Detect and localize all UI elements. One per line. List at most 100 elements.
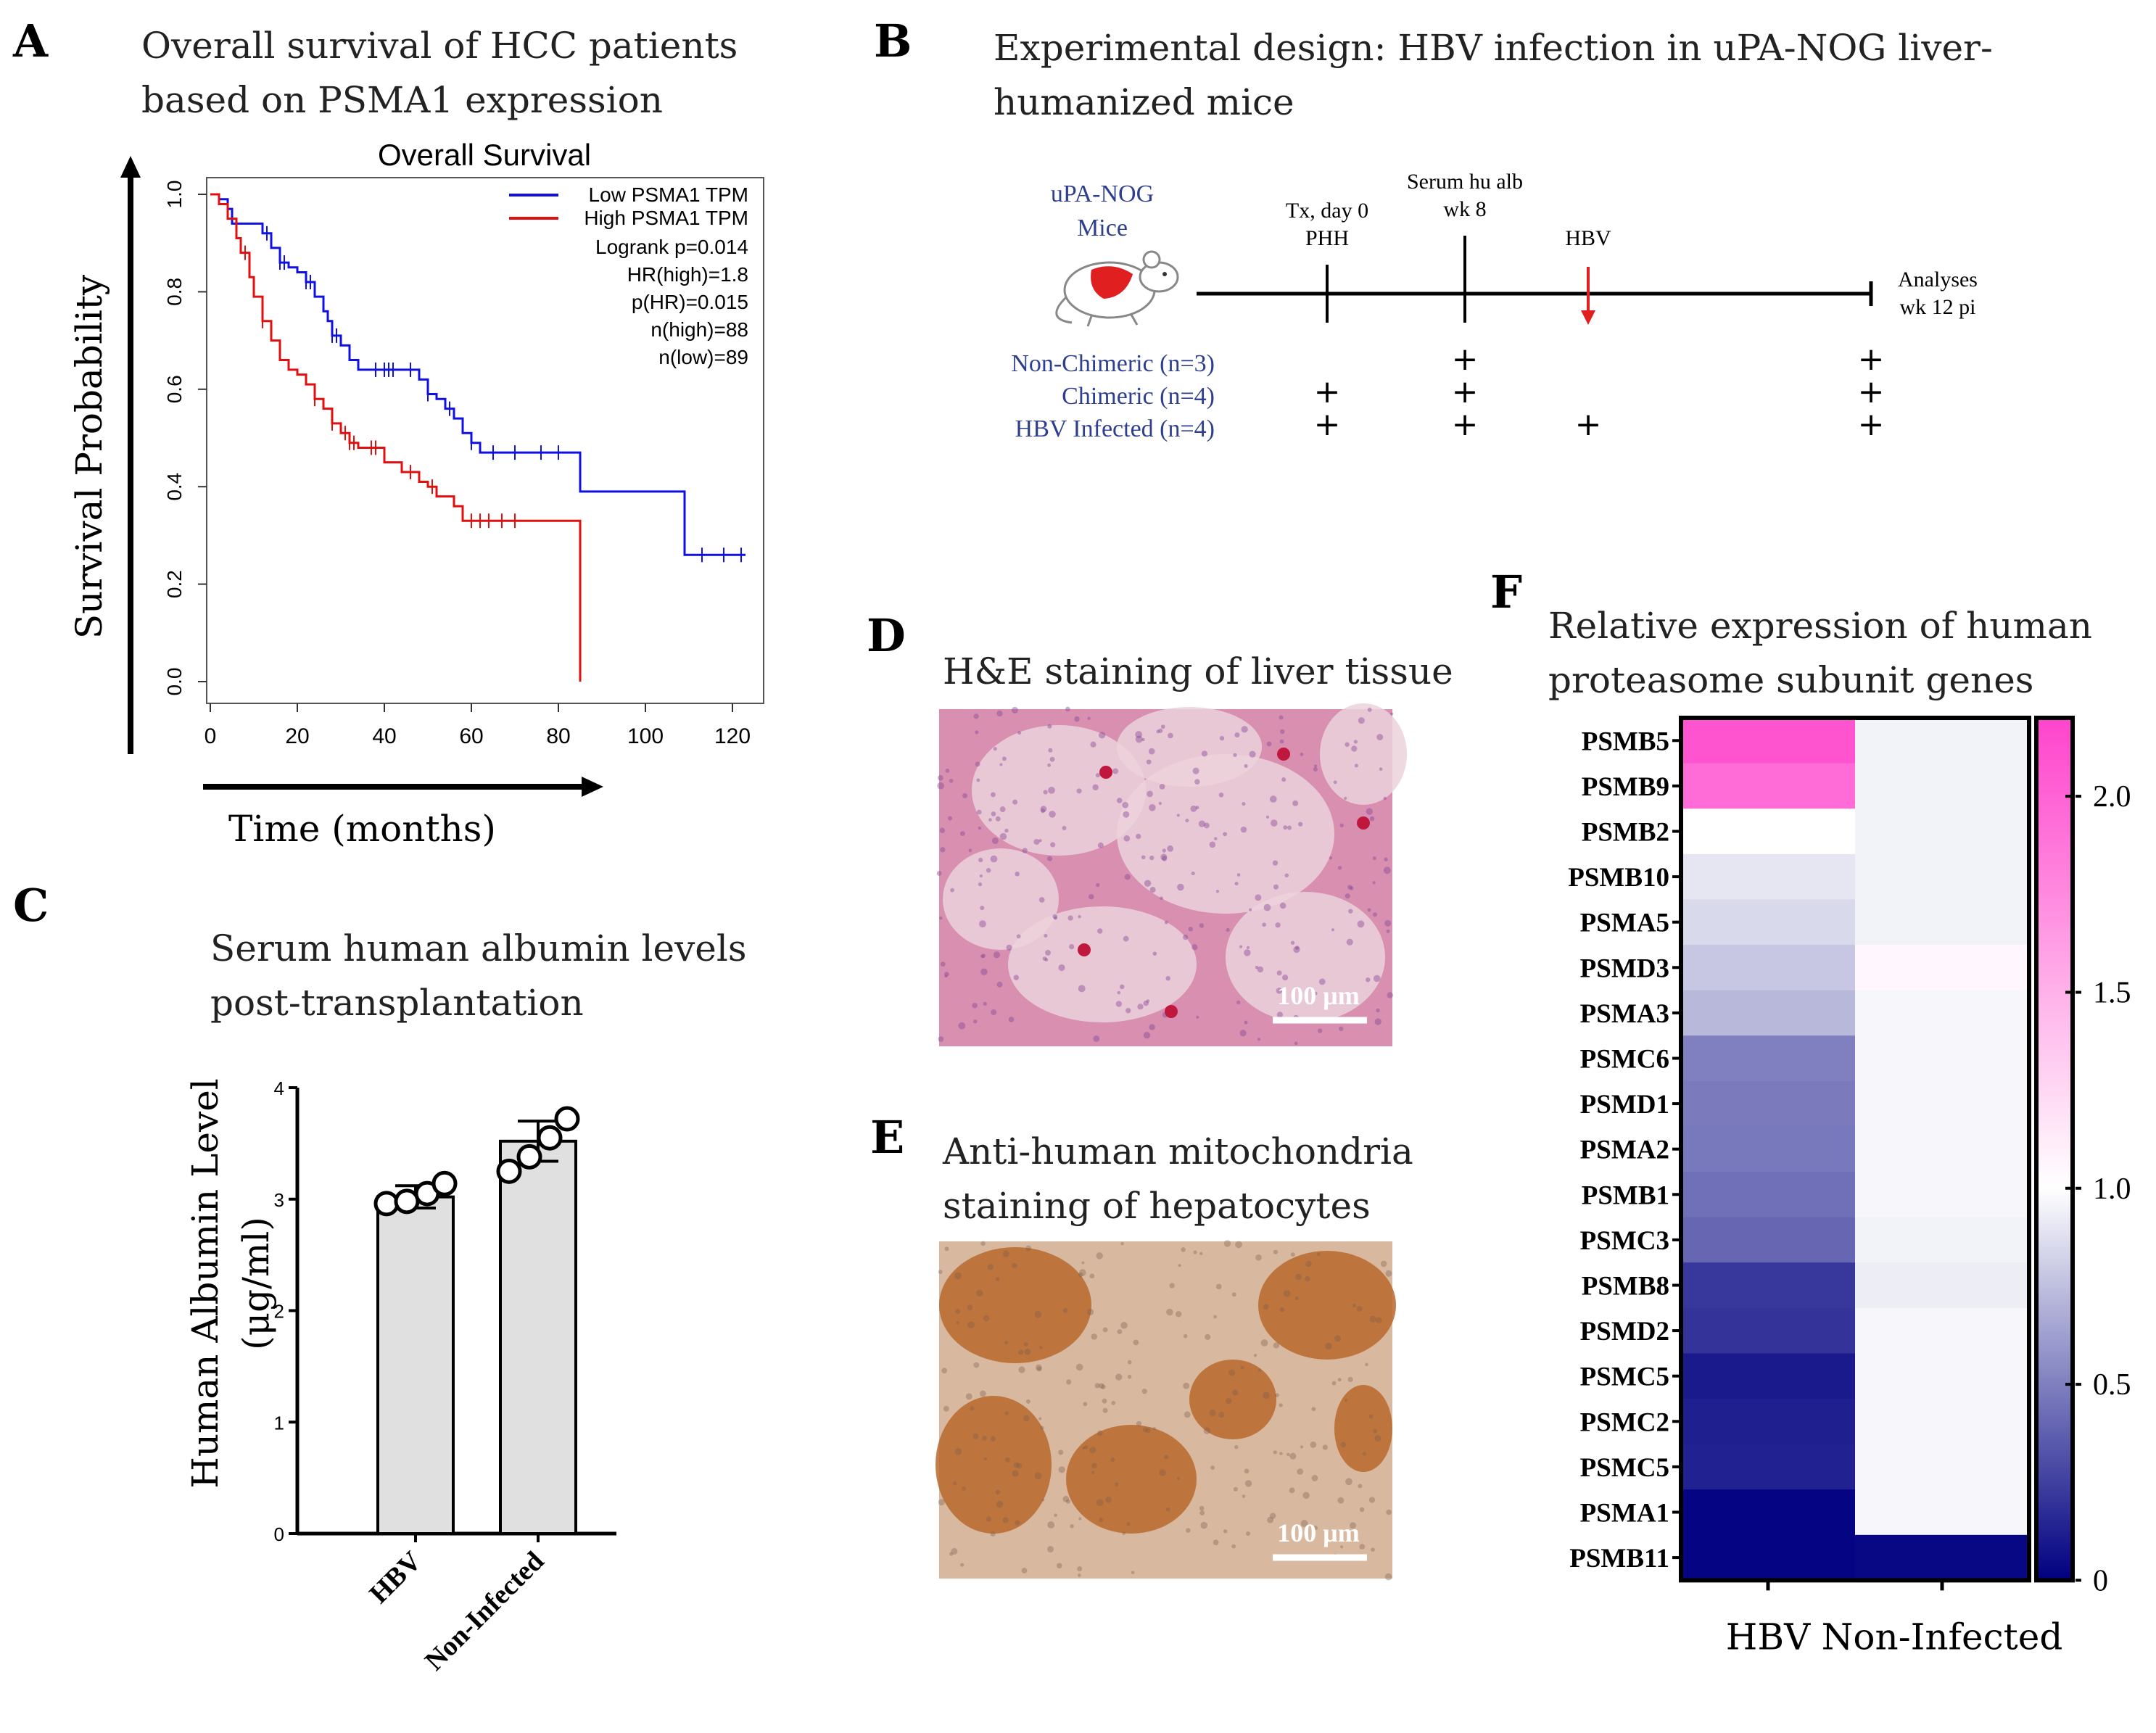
- ihc-nucleus: [1141, 1388, 1148, 1394]
- he-nucleus: [1004, 828, 1009, 833]
- he-nucleus: [1156, 729, 1160, 734]
- hbv-arrowhead: [1581, 310, 1595, 325]
- x-tick-label: 60: [459, 724, 483, 748]
- he-nucleus: [978, 857, 983, 863]
- ihc-nucleus: [1013, 1462, 1020, 1468]
- ihc-nucleus: [1263, 1304, 1269, 1310]
- he-nucleus: [1387, 992, 1394, 998]
- he-nucleus: [1242, 802, 1246, 806]
- c-data-point: [496, 1158, 522, 1184]
- ihc-nucleus: [1273, 1249, 1279, 1254]
- heatmap-row-label: PSMB8: [1582, 1272, 1669, 1302]
- he-nucleus: [1038, 897, 1045, 903]
- ihc-nucleus: [1054, 1513, 1057, 1518]
- ihc-nucleus: [1365, 1362, 1368, 1367]
- he-nucleus: [1160, 853, 1168, 861]
- heatmap-cell: [1855, 853, 2029, 900]
- he-nucleus: [1345, 893, 1350, 899]
- ihc-nucleus: [983, 1315, 990, 1322]
- he-pale-region: [1226, 892, 1385, 1022]
- ihc-nucleus: [1344, 1399, 1347, 1402]
- ihc-nucleus: [1242, 1494, 1246, 1498]
- c-data-point: [537, 1125, 563, 1151]
- ihc-nucleus: [1186, 1528, 1191, 1533]
- heatmap-cell: [1681, 1534, 1855, 1581]
- ihc-nucleus: [1047, 1521, 1055, 1529]
- stat-label: n(low)=89: [658, 346, 748, 368]
- he-nucleus: [1236, 1000, 1241, 1005]
- ihc-nucleus: [1038, 1417, 1042, 1420]
- he-nucleus: [1201, 750, 1208, 757]
- ihc-nucleus: [1337, 1497, 1345, 1504]
- he-nucleus: [958, 1022, 966, 1030]
- panel-b-mice-label-1: uPA-NOG: [1051, 181, 1154, 207]
- he-nucleus: [1016, 934, 1021, 939]
- ihc-nucleus: [1097, 1430, 1103, 1436]
- ihc-nucleus: [1215, 1283, 1222, 1290]
- he-nucleus: [1293, 946, 1300, 954]
- ihc-nucleus: [1018, 1349, 1024, 1355]
- ihc-nucleus: [1096, 1499, 1104, 1507]
- heatmap-cell: [1681, 1217, 1855, 1263]
- he-nucleus: [1044, 958, 1049, 961]
- ihc-nucleus: [1359, 1544, 1366, 1550]
- ihc-nucleus: [1079, 1269, 1086, 1276]
- he-nucleus: [1372, 881, 1376, 885]
- he-nucleus: [1188, 927, 1194, 932]
- heatmap-cell: [1681, 718, 1855, 764]
- he-nucleus: [1008, 1017, 1015, 1022]
- plus-mark: +: [1858, 341, 1885, 378]
- ihc-nucleus: [1347, 1376, 1353, 1383]
- ihc-nucleus: [1004, 1457, 1011, 1463]
- he-nucleus: [975, 761, 980, 767]
- ihc-nucleus: [1358, 1484, 1363, 1489]
- he-nucleus: [1198, 820, 1205, 827]
- ihc-nucleus: [1302, 1492, 1310, 1500]
- he-nucleus: [1123, 935, 1129, 942]
- ihc-nucleus: [1120, 1241, 1124, 1246]
- he-nucleus: [1384, 857, 1388, 861]
- ihc-nucleus: [1111, 1400, 1116, 1405]
- liver-icon: [1091, 266, 1133, 299]
- heatmap-row-label: PSMD2: [1580, 1317, 1669, 1347]
- heatmap-row-label: PSMB10: [1568, 863, 1669, 893]
- he-nucleus: [1351, 745, 1358, 752]
- ihc-nucleus: [1260, 1339, 1268, 1347]
- he-nucleus: [1318, 978, 1326, 985]
- ihc-nucleus: [1062, 1307, 1068, 1313]
- ihc-nucleus: [1142, 1427, 1148, 1433]
- he-nucleus: [1279, 902, 1286, 909]
- he-nucleus: [937, 782, 944, 790]
- event-label-wk8-2: wk 8: [1443, 197, 1486, 221]
- ihc-nucleus: [1205, 1333, 1211, 1340]
- he-nucleus: [1366, 977, 1371, 983]
- ihc-nucleus: [1267, 1516, 1274, 1523]
- ihc-nucleus: [1368, 1497, 1376, 1503]
- ihc-nucleus: [1231, 1292, 1236, 1297]
- heatmap-cell: [1855, 1126, 2029, 1172]
- he-nucleus: [1069, 943, 1075, 950]
- he-nucleus: [944, 975, 948, 978]
- he-nucleus: [981, 954, 986, 959]
- c-y-tick-label: 2: [274, 1301, 284, 1323]
- he-nucleus: [1273, 884, 1279, 890]
- he-nucleus: [1149, 855, 1155, 861]
- ihc-nucleus: [1040, 1426, 1044, 1430]
- he-nucleus: [1281, 777, 1286, 782]
- he-nucleus: [1015, 872, 1020, 877]
- he-nucleus: [1292, 800, 1299, 806]
- he-nucleus: [1136, 833, 1141, 840]
- heatmap-row-label: PSMB5: [1582, 727, 1669, 756]
- heatmap-cell: [1681, 899, 1855, 946]
- ihc-nucleus: [1058, 1449, 1064, 1455]
- he-nucleus: [1294, 1041, 1298, 1046]
- he-nucleus: [1337, 866, 1342, 870]
- he-nucleus: [1045, 950, 1051, 956]
- ihc-nucleus: [1166, 1308, 1173, 1316]
- heatmap-row-label: PSMA5: [1580, 909, 1669, 938]
- ihc-nucleus: [1209, 1409, 1216, 1416]
- ihc-nucleus: [1223, 1240, 1231, 1247]
- he-nucleus: [939, 916, 943, 920]
- he-nucleus: [1119, 984, 1125, 990]
